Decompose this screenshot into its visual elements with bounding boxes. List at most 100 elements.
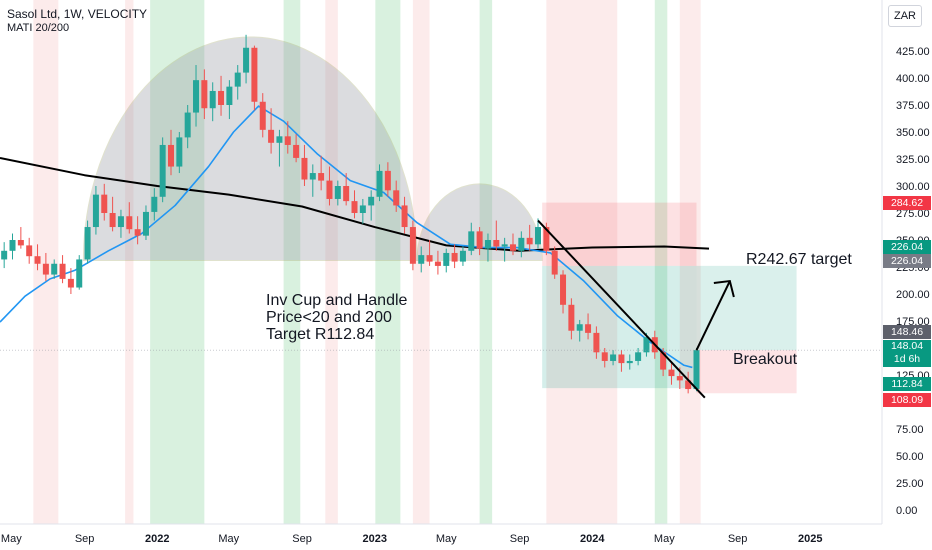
candle-body bbox=[568, 304, 575, 331]
candle-body bbox=[585, 324, 592, 333]
candle-body bbox=[618, 354, 625, 364]
candle-body bbox=[476, 231, 483, 249]
projection-arrow-line bbox=[695, 280, 731, 351]
candle-body bbox=[393, 190, 400, 206]
candle-body bbox=[67, 278, 74, 288]
candle-body bbox=[610, 354, 617, 361]
x-tick-label: May bbox=[218, 533, 239, 545]
bull-zone bbox=[479, 0, 493, 524]
candle-body bbox=[84, 227, 91, 260]
candle-body bbox=[343, 186, 350, 202]
long-risk-zone bbox=[696, 350, 797, 394]
candle-body bbox=[234, 72, 241, 87]
y-tick-label: 375.00 bbox=[896, 100, 930, 112]
candle-body bbox=[209, 90, 216, 109]
candle-body bbox=[251, 47, 258, 102]
candle-body bbox=[34, 256, 41, 264]
candle-body bbox=[76, 259, 83, 288]
candle-body bbox=[92, 194, 99, 228]
candle-body bbox=[26, 245, 33, 257]
candle-body bbox=[643, 337, 650, 353]
y-tick-label: 350.00 bbox=[896, 127, 930, 139]
candle-body bbox=[509, 244, 516, 251]
candle-body bbox=[418, 255, 425, 264]
candle-body bbox=[134, 229, 141, 236]
short-reward-zone bbox=[542, 265, 697, 389]
x-tick-label: Sep bbox=[728, 533, 748, 545]
candle-body bbox=[368, 196, 375, 206]
currency-button[interactable]: ZAR bbox=[888, 5, 922, 27]
candle-body bbox=[142, 211, 149, 236]
long-reward-zone bbox=[696, 265, 797, 351]
candle-body bbox=[535, 227, 542, 245]
price-badge: 284.62 bbox=[883, 196, 931, 210]
candle-body bbox=[301, 157, 308, 180]
candle-body bbox=[409, 227, 416, 264]
price-badge-countdown: 1d 6h bbox=[893, 353, 921, 365]
projection-arrow-head bbox=[713, 279, 735, 298]
candle-body bbox=[184, 112, 191, 138]
candle-body bbox=[685, 380, 692, 390]
price-badge-value: 148.04 bbox=[890, 340, 924, 352]
x-tick-label: Sep bbox=[292, 533, 312, 545]
candle-body bbox=[518, 237, 525, 251]
candle-body bbox=[493, 240, 500, 247]
candle-body bbox=[459, 250, 466, 262]
candle-body bbox=[443, 252, 450, 266]
bear-zone bbox=[325, 0, 338, 524]
candle-body bbox=[434, 261, 441, 266]
candle-body bbox=[309, 173, 316, 180]
y-tick-label: 200.00 bbox=[896, 289, 930, 301]
y-tick-label: 300.00 bbox=[896, 181, 930, 193]
price-badge-value: 112.84 bbox=[891, 378, 923, 390]
x-tick-label: Sep bbox=[75, 533, 95, 545]
candle-body bbox=[42, 263, 49, 275]
short-risk-zone bbox=[542, 202, 697, 266]
pattern-note[interactable]: Inv Cup and Handle Price<20 and 200 Targ… bbox=[266, 292, 407, 343]
candle-body bbox=[560, 274, 567, 305]
symbol-title: Sasol Ltd, 1W, VELOCITY bbox=[7, 7, 148, 21]
candle-body bbox=[226, 86, 233, 105]
candle-body bbox=[484, 240, 491, 249]
bear-zone bbox=[679, 0, 701, 524]
x-tick-label: 2025 bbox=[798, 533, 822, 545]
candle-body bbox=[384, 170, 391, 191]
candle-body bbox=[626, 360, 633, 364]
candle-body bbox=[151, 196, 158, 212]
candle-body bbox=[259, 101, 266, 130]
target-label[interactable]: R242.67 target bbox=[746, 251, 852, 268]
candle-body bbox=[501, 244, 508, 247]
candle-body bbox=[468, 231, 475, 251]
price-badge: 148.04 1d 6h bbox=[883, 340, 931, 367]
y-tick-label: 325.00 bbox=[896, 154, 930, 166]
candle-body bbox=[635, 352, 642, 361]
x-tick-label: May bbox=[436, 533, 457, 545]
y-tick-label: 50.00 bbox=[896, 451, 924, 463]
candle-body bbox=[17, 240, 24, 246]
note-line-3: Target R112.84 bbox=[266, 326, 375, 343]
candle-body bbox=[351, 201, 358, 213]
candle-body bbox=[159, 144, 166, 197]
candle-body bbox=[101, 194, 108, 213]
ma200-line bbox=[0, 156, 710, 252]
x-tick-label: 2022 bbox=[145, 533, 169, 545]
price-badge-value: 226.04 bbox=[890, 255, 924, 267]
note-line-2: Price<20 and 200 bbox=[266, 309, 392, 326]
bear-zone bbox=[125, 0, 134, 524]
candle-body bbox=[59, 263, 66, 279]
downtrend-line bbox=[537, 219, 706, 399]
candle-body bbox=[334, 186, 341, 199]
candle-body bbox=[359, 205, 366, 213]
y-tick-label: 275.00 bbox=[896, 208, 930, 220]
breakout-label[interactable]: Breakout bbox=[733, 351, 798, 368]
candle-body bbox=[284, 136, 291, 145]
price-badge-value: 148.46 bbox=[890, 326, 924, 338]
candle-body bbox=[1, 250, 8, 260]
candle-body bbox=[676, 376, 683, 381]
y-tick-label: 425.00 bbox=[896, 46, 930, 58]
candle-body bbox=[601, 352, 608, 361]
candle-body bbox=[401, 205, 408, 228]
bull-zone bbox=[375, 0, 401, 524]
x-tick-label: Sep bbox=[510, 533, 530, 545]
